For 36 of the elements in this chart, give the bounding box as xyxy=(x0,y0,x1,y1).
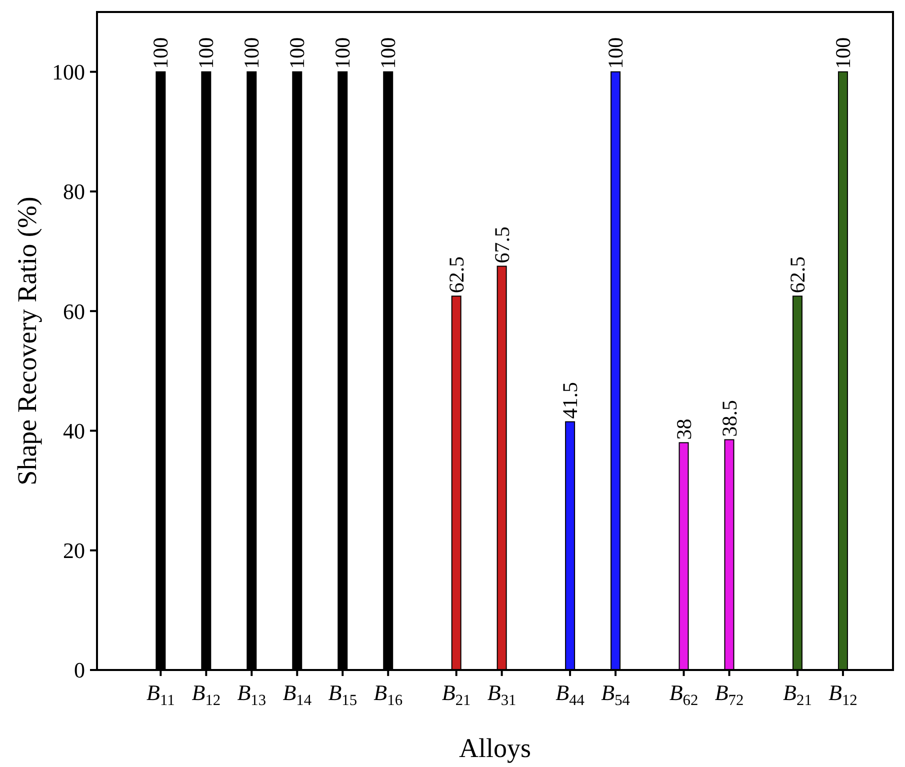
x-tick-label: B$_{44}$ xyxy=(556,680,585,708)
x-tick-label: B$_{62}$ xyxy=(669,680,698,708)
x-tick-label: B$_{12}$ xyxy=(192,680,221,708)
data-label: 100 xyxy=(194,37,218,69)
data-label: 100 xyxy=(330,37,355,69)
data-label: 62.5 xyxy=(444,256,468,294)
data-label: 100 xyxy=(148,37,173,69)
y-tick-label: 100 xyxy=(52,60,85,85)
x-tick-label: B$_{12}$ xyxy=(828,680,858,708)
y-axis-title: Shape Recovery Ratio (%) xyxy=(12,196,42,486)
x-tick-label: B$_{21}$ xyxy=(783,680,812,708)
data-label: 100 xyxy=(604,37,628,69)
y-tick-label: 80 xyxy=(63,179,85,204)
data-label: 62.5 xyxy=(785,256,810,294)
x-tick-label: B$_{11}$ xyxy=(146,680,175,708)
data-label: 100 xyxy=(830,37,855,69)
data-label: 100 xyxy=(376,37,400,69)
data-label: 38 xyxy=(672,418,696,440)
y-tick-label: 60 xyxy=(63,298,85,324)
x-axis-title: Alloys xyxy=(458,733,532,763)
data-label: 100 xyxy=(285,37,310,69)
x-tick-label: B$_{13}$ xyxy=(237,680,266,708)
y-tick-label: 20 xyxy=(63,538,85,564)
x-tick-label: B$_{14}$ xyxy=(282,680,312,708)
x-tick-label: B$_{21}$ xyxy=(442,680,471,708)
x-tick-label: B$_{16}$ xyxy=(374,680,403,708)
data-label: 100 xyxy=(240,37,264,69)
x-tick-label: B$_{54}$ xyxy=(601,680,630,708)
y-tick-label: 0 xyxy=(74,658,85,683)
x-tick-label: B$_{72}$ xyxy=(714,680,744,708)
data-label: 41.5 xyxy=(558,382,582,419)
y-tick-label: 40 xyxy=(63,418,85,444)
data-label: 67.5 xyxy=(490,226,514,264)
x-tick-label: B$_{15}$ xyxy=(328,680,358,708)
x-tick-label: B$_{31}$ xyxy=(487,680,516,708)
data-label: 38.5 xyxy=(717,400,742,437)
